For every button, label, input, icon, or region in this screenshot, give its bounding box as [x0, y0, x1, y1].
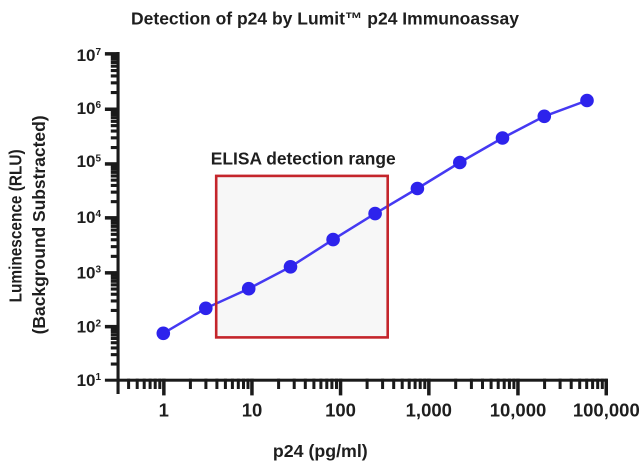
svg-text:10: 10 [77, 264, 96, 283]
svg-text:2: 2 [96, 318, 102, 329]
svg-text:1,000: 1,000 [406, 400, 452, 421]
svg-text:10: 10 [77, 152, 96, 171]
svg-text:ELISA detection range: ELISA detection range [211, 148, 396, 168]
svg-text:3: 3 [96, 265, 102, 276]
svg-text:100: 100 [325, 400, 356, 421]
svg-text:10: 10 [77, 208, 96, 227]
svg-text:10: 10 [242, 400, 263, 421]
svg-text:10: 10 [77, 46, 96, 65]
svg-text:10,000: 10,000 [490, 400, 547, 421]
svg-text:Detection of p24 by Lumit™ p24: Detection of p24 by Lumit™ p24 Immunoass… [131, 9, 519, 29]
svg-text:Luminescence (RLU): Luminescence (RLU) [5, 149, 25, 302]
svg-text:100,000: 100,000 [573, 400, 640, 421]
svg-text:5: 5 [96, 153, 102, 164]
svg-text:10: 10 [77, 99, 96, 118]
svg-text:6: 6 [96, 100, 102, 111]
svg-text:(Background Substracted): (Background Substracted) [29, 115, 49, 334]
svg-text:10: 10 [77, 317, 96, 336]
svg-text:1: 1 [96, 372, 102, 383]
svg-text:1: 1 [159, 400, 169, 421]
svg-text:7: 7 [96, 47, 102, 58]
svg-text:4: 4 [96, 209, 102, 220]
svg-text:10: 10 [77, 371, 96, 390]
svg-text:p24 (pg/ml): p24 (pg/ml) [273, 441, 368, 461]
